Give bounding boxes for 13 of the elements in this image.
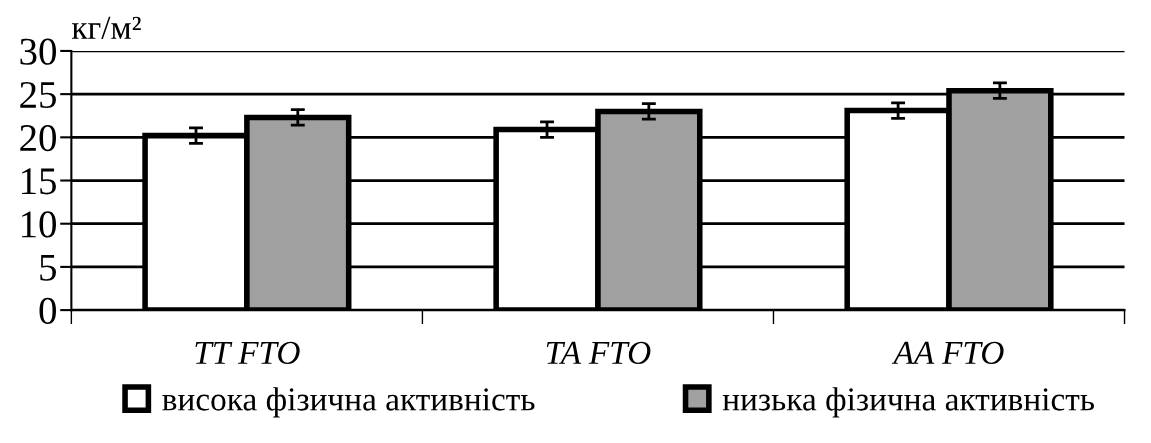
x-tick-label: AA FTO [891, 341, 1004, 365]
legend-label: висока фізична активність [162, 387, 535, 418]
y-tick-label: 0 [39, 297, 56, 324]
legend-label: низька фізична активність [722, 387, 1094, 418]
y-axis-title: кг/м² [71, 16, 141, 39]
x-tick-label: TT FTO [195, 341, 300, 365]
x-tick-label: TA FTO [546, 341, 651, 365]
y-tick-label: 15 [22, 168, 56, 195]
y-tick-label: 5 [40, 254, 56, 281]
y-tick-label: 25 [20, 81, 56, 109]
y-tick-label: 10 [22, 211, 56, 238]
y-tick-label: 20 [20, 124, 56, 152]
y-tick-label: 30 [20, 38, 56, 65]
